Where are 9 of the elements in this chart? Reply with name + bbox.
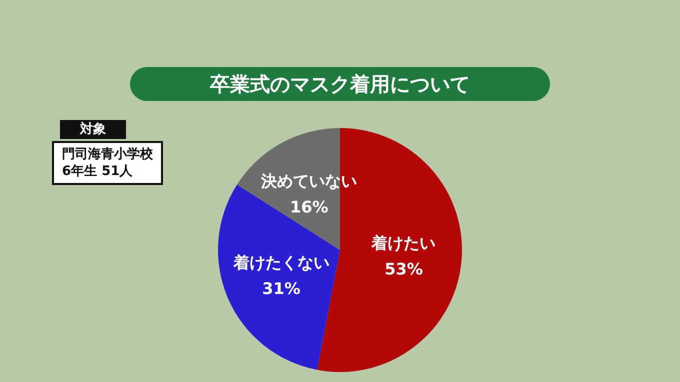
data-label: 16%: [290, 197, 328, 216]
slice-label: 着けたくない: [232, 252, 330, 272]
text: 6年生 51人: [62, 164, 134, 179]
data-label: 53%: [384, 260, 423, 279]
slice-label: 着けたい: [370, 234, 436, 253]
data-label: 31%: [262, 278, 300, 298]
text: 対象: [79, 121, 106, 137]
text: 門司海青小学校: [62, 146, 154, 162]
chart-title: 卒業式のマスク着用について: [209, 72, 470, 96]
